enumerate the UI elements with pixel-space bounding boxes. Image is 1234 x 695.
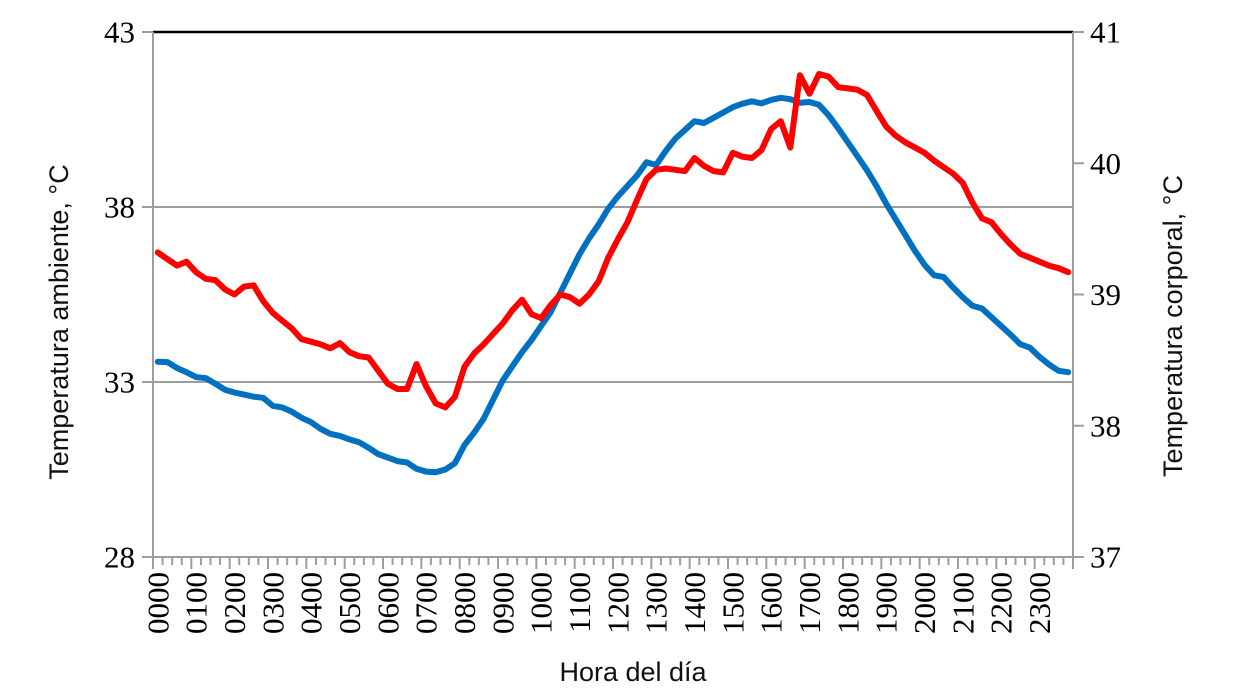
series-line-temperatura-ambiente (154, 94, 1072, 476)
right-axis-tick-label: 41 (1090, 15, 1121, 50)
right-axis-tick-label: 39 (1090, 277, 1121, 312)
left-axis-tick-label: 38 (104, 190, 135, 225)
x-axis-tick-label: 1200 (600, 572, 635, 634)
x-axis-tick-label: 1900 (869, 572, 904, 634)
x-axis-tick-label: 1300 (639, 572, 674, 634)
right-axis-tick-label: 37 (1090, 540, 1121, 575)
x-axis-tick-label: 0800 (447, 572, 482, 634)
left-axis-tick-label: 43 (104, 15, 135, 50)
left-axis-tick-label: 33 (104, 365, 135, 400)
x-axis-tick-label: 0300 (255, 572, 290, 634)
left-axis-title: Temperatura ambiente, °C (44, 164, 74, 479)
x-axis-title: Hora del día (559, 657, 707, 687)
x-axis-tick-label: 2200 (984, 572, 1019, 634)
left-axis-tick-label: 28 (104, 540, 135, 575)
x-axis-tick-label: 0100 (179, 572, 214, 634)
right-axis-tick-label: 38 (1090, 408, 1121, 443)
x-axis-tick-label: 0600 (370, 572, 405, 634)
x-axis-tick-label: 1800 (830, 572, 865, 634)
series-line-temperatura-corporal (154, 71, 1072, 411)
x-axis-tick-label: 0500 (332, 572, 367, 634)
x-axis-tick-label: 0000 (140, 572, 175, 634)
x-axis-tick-label: 0400 (294, 572, 329, 634)
x-axis-tick-label: 1400 (677, 572, 712, 634)
right-axis-title: Temperatura corporal, °C (1158, 175, 1188, 477)
x-axis-tick-label: 2100 (945, 572, 980, 634)
x-axis-tick-label: 1100 (562, 572, 597, 633)
x-axis-tick-label: 1700 (792, 572, 827, 634)
x-axis-tick-label: 1600 (754, 572, 789, 634)
x-axis-tick-label: 0200 (217, 572, 252, 634)
x-axis-tick-label: 1500 (715, 572, 750, 634)
x-axis-tick-label: 2000 (907, 572, 942, 634)
x-axis-tick-label: 0700 (409, 572, 444, 634)
x-axis-tick-label: 0900 (485, 572, 520, 634)
x-axis-tick-label: 2300 (1022, 572, 1057, 634)
x-axis-tick-label: 1000 (524, 572, 559, 634)
right-axis-tick-label: 40 (1090, 146, 1121, 181)
plot-area: 28 33 38 43 37 38 39 40 41 0000 0100 0200 0300 0400 05… (104, 15, 1121, 635)
